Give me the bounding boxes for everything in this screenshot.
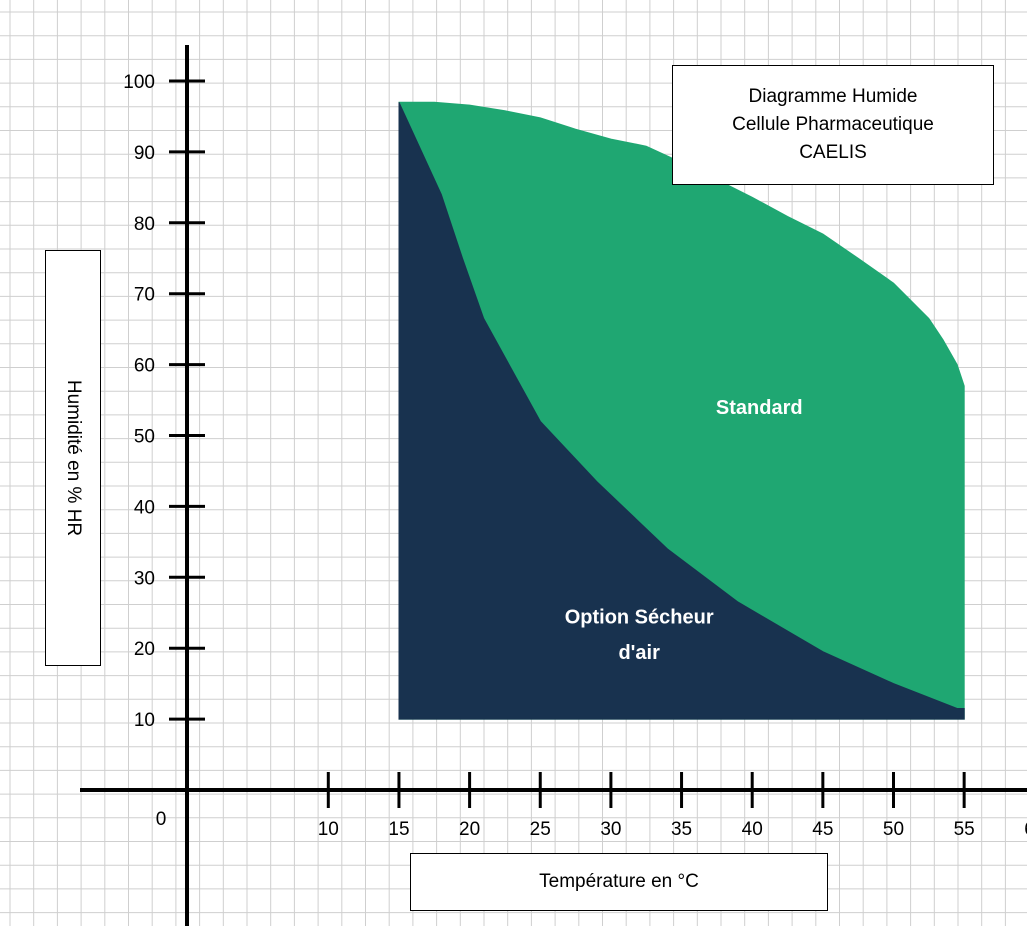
y-axis-label: Humidité en % HR — [63, 379, 84, 537]
x-tick-label-35: 35 — [671, 819, 692, 840]
chart-title-line-3: CAELIS — [799, 142, 867, 163]
y-tick-label-10: 10 — [134, 710, 155, 731]
x-tick-label-50: 50 — [883, 819, 904, 840]
x-tick-label-10: 10 — [318, 819, 339, 840]
chart-areas — [398, 101, 965, 720]
area-annotations: Standard Option Sécheur d'air — [565, 397, 803, 664]
x-tick-label-20: 20 — [459, 819, 480, 840]
chart-title-line-2: Cellule Pharmaceutique — [732, 114, 934, 135]
x-tick-label-40: 40 — [742, 819, 763, 840]
y-tick-label-90: 90 — [134, 143, 155, 164]
area-annotation-0: Standard — [716, 397, 803, 419]
y-tick-label-30: 30 — [134, 568, 155, 589]
y-axis-label-box: Humidité en % HR — [45, 250, 101, 666]
area-annotation-1: Option Sécheur — [565, 606, 714, 628]
x-tick-label-60: 60 — [1024, 819, 1027, 840]
x-axis-label: Température en °C — [539, 871, 699, 892]
chart-title-line-1: Diagramme Humide — [748, 86, 918, 107]
y-tick-label-20: 20 — [134, 639, 155, 660]
origin-label: 0 — [156, 809, 167, 830]
y-tick-label-60: 60 — [134, 356, 155, 377]
x-tick-label-45: 45 — [812, 819, 833, 840]
y-tick-label-80: 80 — [134, 214, 155, 235]
chart-title-box: Diagramme Humide Cellule Pharmaceutique … — [672, 65, 994, 185]
y-tick-label-100: 100 — [123, 72, 155, 93]
y-tick-label-40: 40 — [134, 497, 155, 518]
axis-ticks — [169, 79, 966, 808]
y-tick-label-70: 70 — [134, 285, 155, 306]
x-tick-label-15: 15 — [388, 819, 409, 840]
y-tick-label-50: 50 — [134, 427, 155, 448]
x-tick-label-25: 25 — [530, 819, 551, 840]
x-tick-label-30: 30 — [600, 819, 621, 840]
axes — [80, 45, 1027, 926]
area-annotation-2: d'air — [618, 642, 660, 664]
area-option-s-cheur-d-air — [398, 102, 965, 720]
x-tick-label-55: 55 — [954, 819, 975, 840]
tick-labels: 10 15 20 25 30 35 40 45 50 55 60 10 20 30 40 50 60 70 80 90… — [123, 72, 1027, 840]
x-axis-label-box: Température en °C — [410, 853, 828, 911]
